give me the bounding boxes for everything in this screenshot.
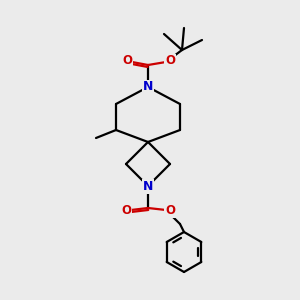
- Text: N: N: [143, 80, 153, 94]
- Text: O: O: [121, 205, 131, 218]
- Text: O: O: [165, 205, 175, 218]
- Text: O: O: [165, 55, 175, 68]
- Text: N: N: [143, 179, 153, 193]
- Text: O: O: [122, 55, 132, 68]
